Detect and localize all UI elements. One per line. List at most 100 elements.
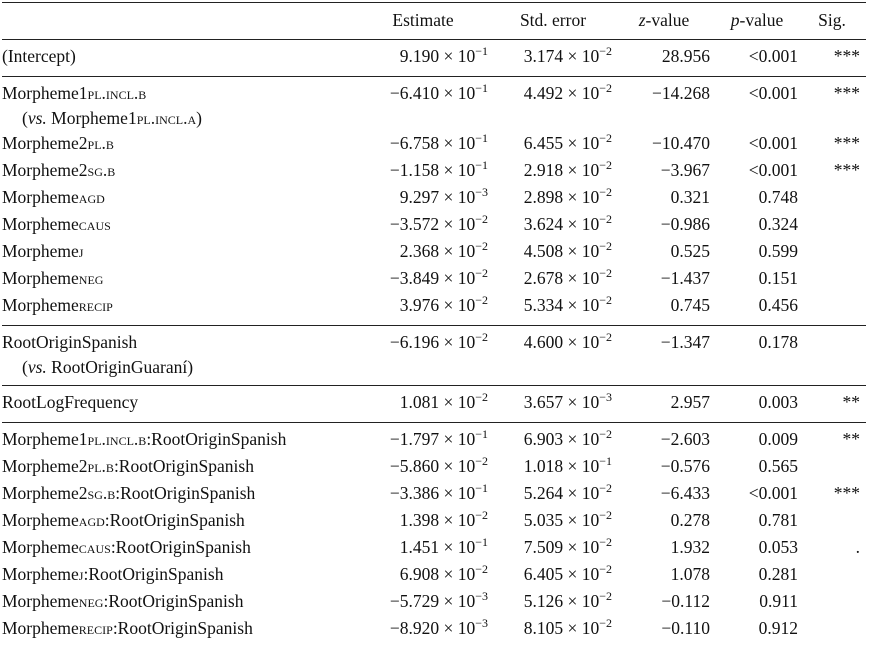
label-line: Morpheme1pl.incl.b:RootOriginSpanish — [2, 427, 352, 452]
significance — [804, 185, 866, 212]
mantissa: 9.190 × 10 — [399, 46, 476, 66]
text-part: -value — [739, 10, 784, 30]
header-row: Estimate Std. error z-value p-value Sig. — [2, 3, 866, 40]
p-value: 0.565 — [758, 456, 798, 476]
mantissa: −5.729 × 10 — [389, 591, 476, 611]
p-value: 0.178 — [716, 325, 804, 386]
text-part: z — [638, 10, 646, 30]
estimate: −8.920 × 10−3 — [358, 616, 494, 648]
text-part: Morpheme — [2, 537, 79, 557]
std-error: 4.508 × 10−2 — [494, 239, 618, 266]
exponent: −2 — [599, 81, 612, 95]
z-value: 0.321 — [670, 187, 710, 207]
significance — [804, 562, 866, 589]
mantissa: 5.035 × 10 — [523, 510, 600, 530]
std-error: 2.898 × 10−2 — [494, 185, 618, 212]
table-row: Morphemej 2.368 × 10−2 4.508 × 10−2 0.525 0.… — [2, 239, 866, 266]
p-value: <0.001 — [748, 133, 798, 153]
exponent: −2 — [475, 390, 488, 404]
table-row: Morpheme2sg.b −1.158 × 10−1 2.918 × 10−2 −3… — [2, 158, 866, 185]
table-row: RootOriginSpanish (vs. RootOriginGuaraní)… — [2, 325, 866, 386]
row-label: Morphemecaus:RootOriginSpanish — [2, 535, 358, 562]
text-part: Morpheme — [46, 108, 128, 128]
text-part: Morpheme — [2, 483, 79, 503]
std-error: 3.624 × 10−2 — [494, 212, 618, 239]
z-value: −10.470 — [652, 133, 710, 153]
z-value: 2.957 — [618, 385, 716, 423]
exponent: −1 — [475, 44, 488, 58]
table-row: Morphemerecip:RootOriginSpanish −8.920 × … — [2, 616, 866, 648]
estimate: −3.386 × 10−1 — [358, 481, 494, 508]
text-part: vs. — [27, 108, 47, 128]
text-part: vs. — [27, 357, 47, 377]
estimate: −5.729 × 10−3 — [358, 589, 494, 616]
header-cell: Std. error — [494, 3, 618, 40]
table-row: Morpheme2sg.b:RootOriginSpanish −3.386 × … — [2, 481, 866, 508]
label-line: Morpheme1pl.incl.b — [2, 81, 352, 106]
std-error: 2.678 × 10−2 — [494, 266, 618, 293]
p-value: 0.599 — [758, 241, 798, 261]
mantissa: 1.018 × 10 — [523, 456, 600, 476]
z-value: −14.268 — [618, 76, 716, 131]
table-row: Morpheme1pl.incl.b:RootOriginSpanish −1.7… — [2, 422, 866, 454]
z-value: 1.078 — [670, 564, 710, 584]
table-row: Morphemecaus −3.572 × 10−2 3.624 × 10−2 −0.… — [2, 212, 866, 239]
z-value: −0.986 — [660, 214, 710, 234]
label-line: Morphemecaus — [2, 212, 352, 237]
row-label: (Intercept) — [2, 39, 358, 77]
exponent: −2 — [599, 535, 612, 549]
std-error: 6.405 × 10−2 — [494, 562, 618, 589]
std-error: 6.455 × 10−2 — [494, 131, 618, 158]
exponent: −2 — [475, 239, 488, 253]
row-label: Morphemecaus — [2, 212, 358, 239]
row-label: Morphemeagd:RootOriginSpanish — [2, 508, 358, 535]
significance — [804, 616, 866, 648]
exponent: −2 — [475, 266, 488, 280]
row-label: Morpheme2pl.b:RootOriginSpanish — [2, 454, 358, 481]
row-label: Morpheme2sg.b — [2, 158, 358, 185]
exponent: −3 — [475, 185, 488, 199]
row-label: Morpheme1pl.incl.b:RootOriginSpanish — [2, 422, 358, 454]
exponent: −2 — [475, 293, 488, 307]
text-part: agd — [78, 187, 105, 207]
row-label: Morphemerecip:RootOriginSpanish — [2, 616, 358, 648]
table-row: Morphemeneg −3.849 × 10−2 2.678 × 10−2 −1.4… — [2, 266, 866, 293]
mantissa: 6.908 × 10 — [399, 564, 476, 584]
text-part: Morpheme — [2, 214, 79, 234]
exponent: −2 — [599, 589, 612, 603]
exponent: −2 — [599, 266, 612, 280]
text-part: recip — [78, 618, 113, 638]
estimate: −3.572 × 10−2 — [358, 212, 494, 239]
text-part: -value — [645, 10, 690, 30]
estimate: −3.849 × 10−2 — [358, 266, 494, 293]
label-line: Morphemej — [2, 239, 352, 264]
text-part: Morpheme — [2, 83, 79, 103]
text-part: p — [730, 10, 740, 30]
mantissa: 4.508 × 10 — [523, 241, 600, 261]
estimate: −1.158 × 10−1 — [358, 158, 494, 185]
p-value: <0.001 — [748, 483, 798, 503]
z-value: −0.110 — [661, 618, 710, 638]
estimate: −1.797 × 10−1 — [358, 422, 494, 454]
text-part: 2sg.b — [78, 483, 116, 503]
estimate: 6.908 × 10−2 — [358, 562, 494, 589]
text-part: Morpheme — [2, 618, 79, 638]
text-part: Morpheme — [2, 187, 79, 207]
exponent: −2 — [599, 427, 612, 441]
row-label: RootOriginSpanish (vs. RootOriginGuaraní) — [2, 325, 358, 386]
estimate: 1.451 × 10−1 — [358, 535, 494, 562]
text-part: ( — [22, 357, 28, 377]
p-value: 0.456 — [758, 295, 798, 315]
row-label: Morphemej:RootOriginSpanish — [2, 562, 358, 589]
mantissa: −1.797 × 10 — [389, 429, 476, 449]
p-value: 0.748 — [758, 187, 798, 207]
estimate: −6.196 × 10−2 — [358, 325, 494, 386]
mantissa: 2.678 × 10 — [523, 268, 600, 288]
z-value: 0.745 — [670, 295, 710, 315]
mantissa: 3.657 × 10 — [523, 392, 600, 412]
text-part: :RootOriginSpanish — [112, 618, 253, 638]
estimate: 1.398 × 10−2 — [358, 508, 494, 535]
exponent: −2 — [599, 131, 612, 145]
mantissa: −6.410 × 10 — [389, 83, 476, 103]
